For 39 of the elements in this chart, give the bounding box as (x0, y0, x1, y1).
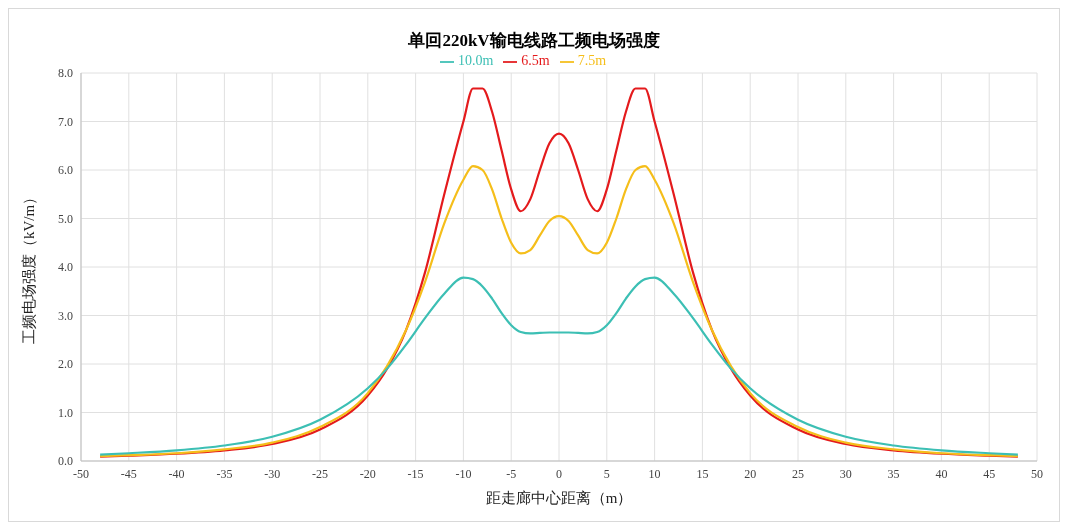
y-tick-label: 8.0 (58, 66, 73, 81)
x-tick-label: 40 (935, 466, 948, 481)
x-tick-label: 0 (556, 466, 562, 481)
x-tick-label: 20 (744, 466, 757, 481)
y-tick-label: 5.0 (58, 211, 73, 226)
x-tick-label: -45 (120, 466, 137, 481)
x-tick-label: 45 (983, 466, 996, 481)
chart-title: 单回220kV输电线路工频电场强度 (407, 30, 661, 52)
x-tick-label: -25 (312, 466, 328, 481)
line-series (99, 276, 1019, 456)
y-tick-label: 1.0 (58, 405, 73, 420)
x-tick-label: 30 (839, 466, 852, 481)
y-tick-label: 3.0 (58, 308, 73, 323)
x-tick-label: -5 (506, 466, 517, 481)
legend-label: 10.0m (457, 53, 494, 68)
legend-label: 7.5m (577, 53, 607, 68)
y-tick-label: 4.0 (58, 260, 73, 275)
y-tick-label: 7.0 (58, 114, 73, 129)
x-tick-label: -10 (455, 466, 472, 481)
legend-label: 6.5m (521, 53, 550, 68)
x-axis-title: 距走廊中心距离（m） (485, 490, 633, 506)
line-series (99, 165, 1019, 458)
x-tick-label: -20 (359, 466, 376, 481)
x-tick-label: 25 (792, 466, 804, 481)
x-tick-label: -30 (264, 466, 281, 481)
x-tick-label: 10 (648, 466, 661, 481)
x-tick-label: -50 (73, 466, 89, 481)
y-axis-title: 工频电场强度（kV/m） (21, 189, 38, 345)
x-tick-label: -40 (168, 466, 185, 481)
x-tick-label: -35 (216, 466, 233, 481)
x-tick-label: 35 (887, 466, 900, 481)
x-tick-label: -15 (407, 466, 424, 481)
y-tick-label: 6.0 (58, 163, 73, 178)
x-tick-label: 50 (1031, 466, 1043, 481)
y-tick-label: 0.0 (58, 454, 73, 469)
x-tick-label: 15 (696, 466, 709, 481)
y-tick-label: 2.0 (58, 357, 73, 372)
x-tick-label: 5 (603, 466, 610, 481)
line-series (99, 87, 1019, 458)
